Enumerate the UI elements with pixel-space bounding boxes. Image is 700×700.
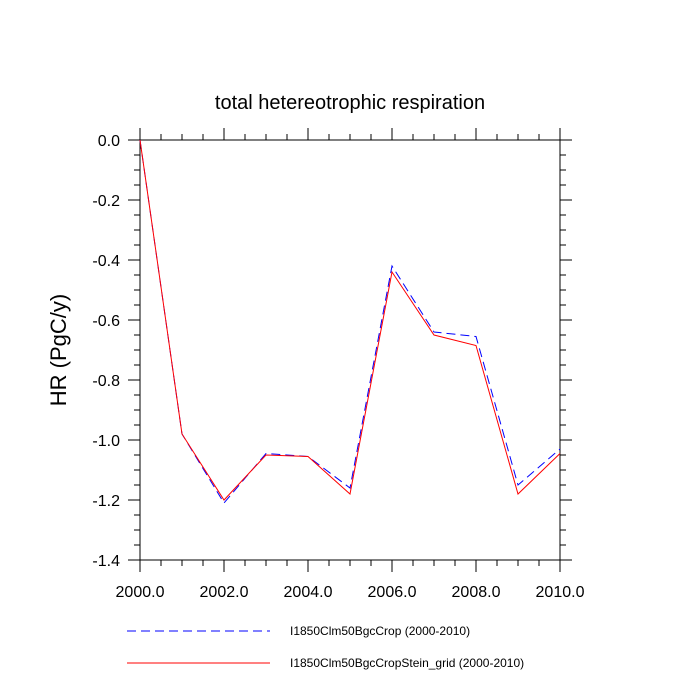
x-tick-label: 2008.0 [452, 584, 501, 601]
plot-axes: 2000.0 2002.0 2004.0 2006.0 2008.0 2010.0 0.0 -… [92, 128, 585, 601]
y-tick-label: -1.2 [92, 493, 120, 510]
x-tick-label: 2000.0 [116, 584, 165, 601]
x-tick-label: 2006.0 [368, 584, 417, 601]
y-tick-label: 0.0 [98, 133, 120, 150]
y-axis-label: HR (PgC/y) [46, 294, 71, 406]
y-tick-label: -0.6 [92, 313, 120, 330]
x-tick-label: 2002.0 [200, 584, 249, 601]
legend-label-1: I1850Clm50BgcCrop (2000-2010) [290, 624, 470, 638]
series-layer [139, 139, 561, 504]
x-tick-label: 2004.0 [284, 584, 333, 601]
y-tick-label: -0.8 [92, 373, 120, 390]
legend-label-2: I1850Clm50BgcCropStein_grid (2000-2010) [290, 656, 524, 670]
chart-title: total hetereotrophic respiration [215, 92, 485, 114]
plot-frame [139, 139, 561, 561]
y-tick-label: -1.4 [92, 553, 120, 570]
y-tick-label: -0.4 [92, 253, 120, 270]
y-tick-label: -0.2 [92, 193, 120, 210]
series-line-1 [139, 139, 561, 504]
y-tick-label: -1.0 [92, 433, 120, 450]
series-line-2 [139, 139, 561, 501]
x-tick-label: 2010.0 [536, 584, 585, 601]
legend: I1850Clm50BgcCrop (2000-2010) I1850Clm50B… [127, 624, 524, 670]
